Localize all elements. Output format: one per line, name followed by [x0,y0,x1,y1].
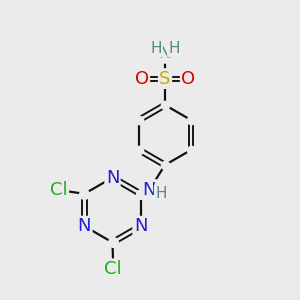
Text: Cl: Cl [104,260,122,278]
Text: H: H [155,186,166,201]
Text: S: S [159,70,171,88]
Text: N: N [134,217,147,235]
Text: N: N [78,217,91,235]
Text: H: H [150,41,162,56]
Text: N: N [106,169,119,187]
Text: H: H [168,41,180,56]
Text: N: N [143,181,156,199]
Text: N: N [159,44,171,62]
Text: O: O [134,70,149,88]
Text: O: O [181,70,196,88]
Text: Cl: Cl [50,181,68,199]
